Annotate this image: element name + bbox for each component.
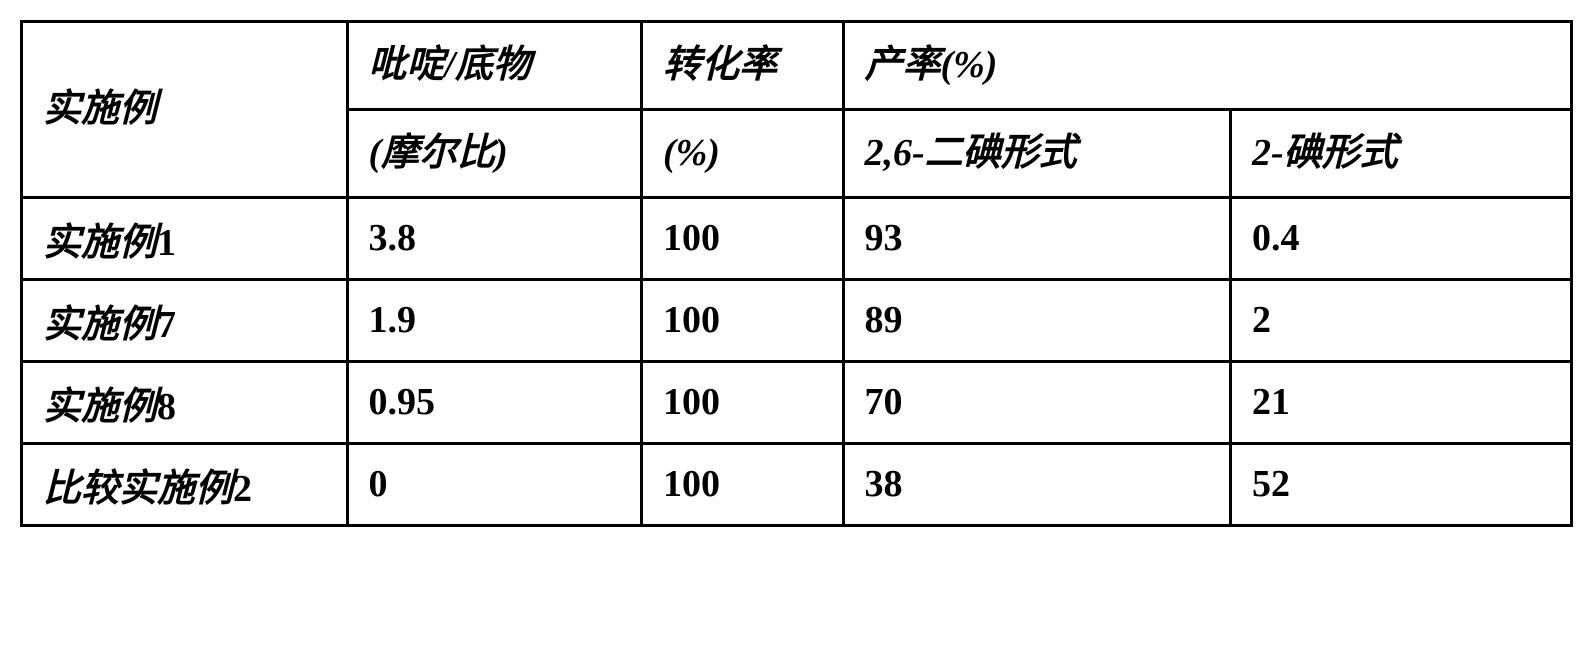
header-pyridine-substrate-line1: 吡啶/底物: [347, 22, 642, 110]
experiment-data-table: 实施例 吡啶/底物 转化率 产率(%) (摩尔比) (%) 2,6-二碘形式 2…: [20, 20, 1573, 527]
header-2-iodo: 2-碘形式: [1231, 109, 1572, 197]
data-table-container: 实施例 吡啶/底物 转化率 产率(%) (摩尔比) (%) 2,6-二碘形式 2…: [20, 20, 1573, 527]
header-molar-ratio: (摩尔比): [347, 109, 642, 197]
table-row: 实施例8 0.95 100 70 21: [22, 361, 1572, 443]
table-row: 实施例1 3.8 100 93 0.4: [22, 197, 1572, 279]
row-label: 实施例8: [22, 361, 348, 443]
table-header-row-1: 实施例 吡啶/底物 转化率 产率(%): [22, 22, 1572, 110]
header-conversion-pct: (%): [642, 109, 844, 197]
row-label: 实施例7: [22, 279, 348, 361]
cell-conversion: 100: [642, 197, 844, 279]
row-label: 实施例1: [22, 197, 348, 279]
cell-conversion: 100: [642, 279, 844, 361]
cell-yield-26: 93: [843, 197, 1231, 279]
cell-ratio: 1.9: [347, 279, 642, 361]
cell-ratio: 0.95: [347, 361, 642, 443]
cell-conversion: 100: [642, 443, 844, 525]
cell-conversion: 100: [642, 361, 844, 443]
row-label: 比较实施例2: [22, 443, 348, 525]
cell-ratio: 0: [347, 443, 642, 525]
cell-yield-26: 38: [843, 443, 1231, 525]
table-row: 实施例7 1.9 100 89 2: [22, 279, 1572, 361]
header-yield-group: 产率(%): [843, 22, 1572, 110]
header-conversion-line1: 转化率: [642, 22, 844, 110]
cell-yield-26: 70: [843, 361, 1231, 443]
cell-yield-2: 2: [1231, 279, 1572, 361]
cell-yield-2: 0.4: [1231, 197, 1572, 279]
cell-yield-2: 52: [1231, 443, 1572, 525]
table-row: 比较实施例2 0 100 38 52: [22, 443, 1572, 525]
header-26-diiodo: 2,6-二碘形式: [843, 109, 1231, 197]
cell-yield-26: 89: [843, 279, 1231, 361]
header-example: 实施例: [22, 22, 348, 198]
cell-ratio: 3.8: [347, 197, 642, 279]
cell-yield-2: 21: [1231, 361, 1572, 443]
